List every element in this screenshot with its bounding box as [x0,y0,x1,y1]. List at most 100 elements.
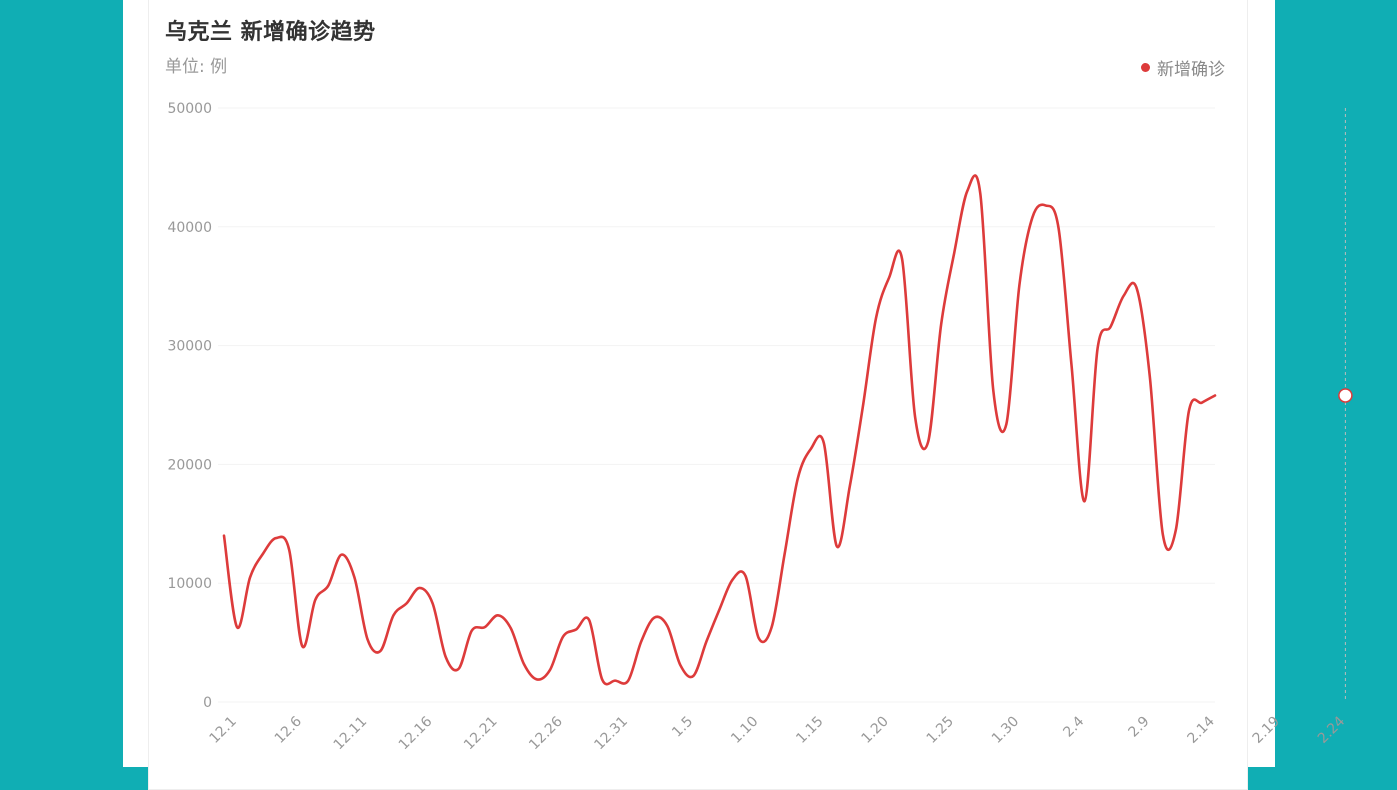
data-point [1123,295,1125,297]
data-point [1136,287,1138,289]
data-point [1162,533,1164,535]
y-tick-label: 10000 [167,576,212,592]
data-point [979,192,981,194]
data-point [914,416,916,418]
data-point [1201,401,1203,403]
data-point [523,663,525,665]
y-tick-label: 20000 [167,457,212,473]
data-point [379,650,381,652]
y-tick-label: 0 [203,695,212,711]
data-point [353,576,355,578]
data-point [888,277,890,279]
data-point [314,599,316,601]
x-tick-label: 2.9 [1126,714,1153,741]
x-tick-label: 12.11 [331,714,371,754]
data-point [236,626,238,628]
data-point [705,640,707,642]
data-point [1070,365,1072,367]
x-tick-label: 1.10 [728,714,761,747]
data-point [601,678,603,680]
data-point [536,678,538,680]
data-point [666,625,668,627]
data-point [1083,500,1085,502]
x-tick-label: 1.20 [858,714,891,747]
data-point [549,669,551,671]
data-point [1109,325,1111,327]
x-tick-label: 1.5 [669,714,696,741]
chart-unit-label: 单位: 例 [165,57,228,77]
x-tick-label: 1.25 [924,714,957,747]
data-point [810,448,812,450]
x-tick-label: 12.1 [207,714,240,747]
chart-title: 乌克兰 新增确诊趋势 [165,20,376,45]
data-point [966,190,968,192]
data-point [718,608,720,610]
data-point [366,638,368,640]
data-point [940,323,942,325]
data-point [1044,204,1046,206]
data-point [431,602,433,604]
x-tick-label: 12.16 [396,713,436,753]
x-tick-label: 2.24 [1315,713,1348,746]
data-point [327,584,329,586]
data-point [223,534,225,536]
data-point [471,630,473,632]
data-point [797,477,799,479]
data-point [444,656,446,658]
x-tick-label: 1.15 [793,714,826,747]
data-point [770,626,772,628]
x-tick-label: 12.21 [461,714,501,754]
data-point [679,664,681,666]
data-point [249,576,251,578]
data-point [575,628,577,630]
y-tick-label: 30000 [167,339,212,355]
data-point [992,390,994,392]
data-point [275,537,277,539]
legend-marker-icon [1141,63,1150,72]
data-point [849,485,851,487]
x-tick-label: 2.14 [1184,713,1217,746]
data-point [1188,410,1190,412]
data-point [1175,529,1177,531]
data-point [731,578,733,580]
x-tick-label: 12.6 [272,713,305,746]
line-chart[interactable]: 0 10000 20000 30000 40000 50000 12.1 12.6 12.11 1… [0,0,1397,767]
data-point [875,317,877,319]
data-point [562,635,564,637]
x-tick-label: 2.19 [1250,714,1283,747]
series-line [222,174,1217,686]
data-point [823,442,825,444]
data-point [744,575,746,577]
data-point [484,626,486,628]
data-point [1005,423,1007,425]
y-tick-label: 50000 [167,101,212,117]
data-point [901,258,903,260]
data-point [692,675,694,677]
data-point [1214,394,1216,396]
data-point [301,645,303,647]
data-point [588,619,590,621]
x-tick-label: 2.4 [1060,713,1087,740]
data-point [1149,375,1151,377]
data-point [1018,284,1020,286]
chart-card [148,0,1248,790]
data-point [862,405,864,407]
data-point [392,614,394,616]
legend-label: 新增确诊 [1157,60,1225,80]
data-point [1031,216,1033,218]
data-point [1057,227,1059,229]
data-point [405,602,407,604]
data-point [262,552,264,554]
data-point [288,549,290,551]
data-point [836,545,838,547]
data-point [418,587,420,589]
data-point [497,614,499,616]
data-point [653,616,655,618]
chart-legend[interactable]: 新增确诊 [1141,55,1225,80]
data-point [640,640,642,642]
x-tick-label: 12.31 [591,714,631,754]
x-tick-label: 12.26 [526,713,566,753]
data-point [927,441,929,443]
data-point [953,252,955,254]
data-point [614,679,616,681]
